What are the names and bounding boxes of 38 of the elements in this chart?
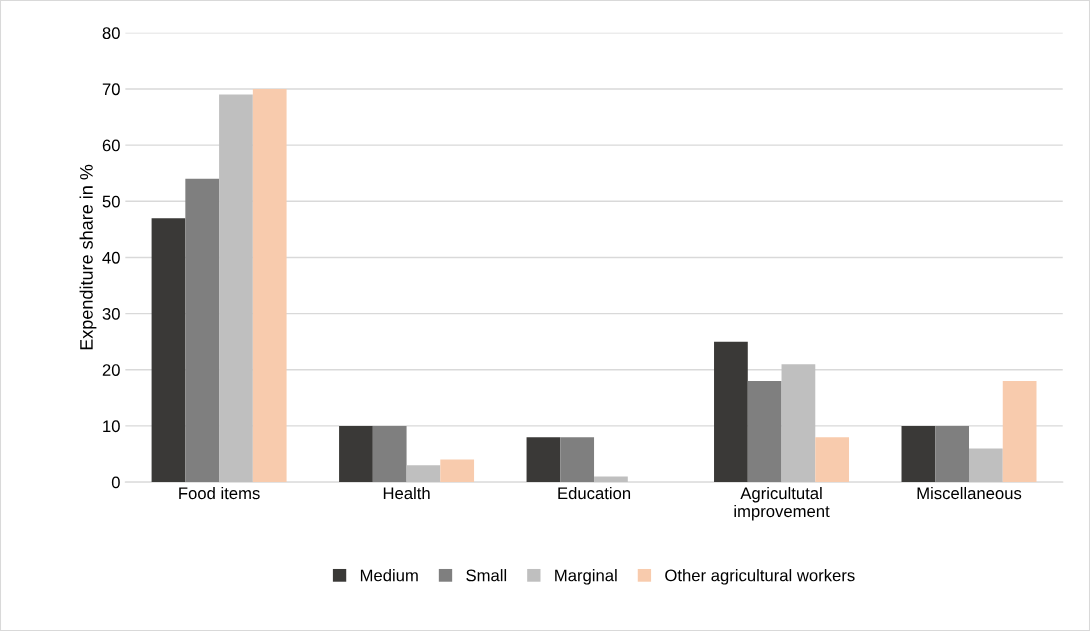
bar — [151, 218, 186, 483]
y-tick-label: 80 — [102, 27, 120, 40]
legend-label: Other agricultural workers — [665, 569, 855, 585]
bar — [969, 448, 1003, 483]
x-tick-label: Health — [383, 486, 430, 500]
legend-label: Marginal — [555, 569, 617, 585]
x-tick-label: Miscellaneous — [917, 486, 1022, 500]
bar — [440, 459, 475, 483]
y-axis-title: Expenditure share in % — [79, 164, 97, 350]
legend-label: Medium — [360, 569, 418, 582]
bar — [252, 88, 287, 483]
bar — [185, 178, 220, 483]
legend-label: Small — [466, 569, 507, 582]
y-tick-label: 70 — [102, 83, 120, 96]
bar — [526, 437, 561, 483]
bar — [747, 381, 782, 483]
bar — [714, 341, 748, 483]
bar — [560, 437, 595, 483]
y-tick-label: 20 — [102, 364, 120, 376]
x-tick-label: Food items — [179, 486, 260, 500]
y-tick-label: 10 — [103, 420, 120, 433]
bar — [406, 465, 441, 483]
bar — [935, 425, 970, 483]
y-tick-label: 40 — [102, 251, 120, 264]
y-tick-label: 30 — [102, 308, 120, 320]
y-tick-label: 50 — [102, 195, 120, 208]
bar — [339, 425, 373, 483]
y-tick-label: 0 — [111, 476, 120, 489]
bar — [901, 425, 936, 483]
y-tick-label: 60 — [102, 139, 120, 152]
bar — [781, 364, 816, 483]
x-tick-label: Education — [558, 486, 631, 500]
x-tick-label: Agricultutal improvement — [734, 486, 830, 521]
bar — [1002, 381, 1037, 483]
bar — [815, 437, 850, 483]
bar — [372, 425, 407, 483]
bar — [219, 94, 253, 483]
bar — [594, 476, 628, 483]
